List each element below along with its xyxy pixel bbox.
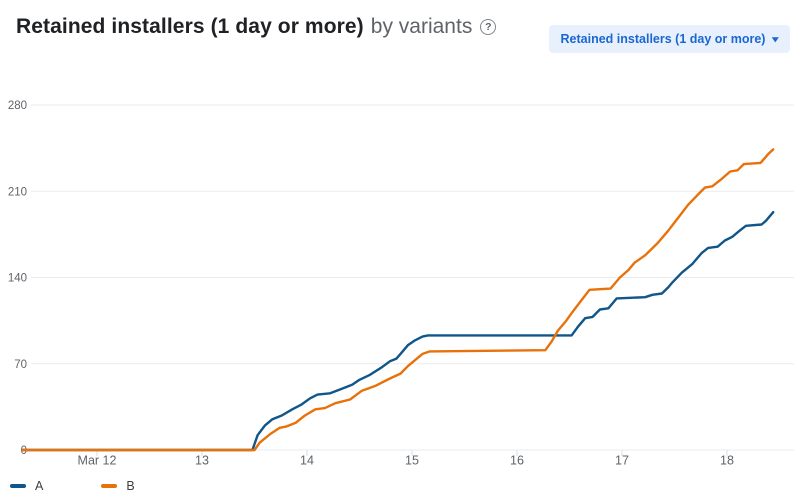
y-axis-label: 70 [14,359,27,371]
chart-header: Retained installers (1 day or more) by v… [16,15,497,39]
series-line-a [21,210,775,452]
x-axis-label: 17 [615,454,629,468]
legend-item-b: B [101,479,135,493]
x-axis-label: 15 [405,454,419,468]
caret-down-icon: ▾ [772,33,779,44]
series-a-dash-icon [10,484,26,488]
y-axis-label: 210 [8,186,27,198]
y-axis-label: 140 [8,273,27,285]
x-axis-label: 16 [510,454,524,468]
legend-label-a: A [35,479,44,493]
chart-legend: A B [10,479,193,493]
help-icon[interactable]: ? [480,19,497,35]
x-axis-label: Mar 12 [78,454,117,468]
x-axis-label: 14 [300,454,314,468]
series-line-b [21,148,775,452]
x-axis-label: 18 [720,454,734,468]
series-b-dash-icon [101,484,118,488]
legend-label-b: B [126,479,135,493]
page-title: Retained installers (1 day or more) [16,15,364,38]
metric-dropdown[interactable]: Retained installers (1 day or more) ▾ [548,25,790,53]
y-axis-label: 280 [8,100,27,112]
legend-item-a: A [10,479,43,493]
page-subtitle: by variants [370,15,473,38]
x-axis-label: 13 [195,454,209,468]
metric-dropdown-label: Retained installers (1 day or more) [560,32,766,46]
